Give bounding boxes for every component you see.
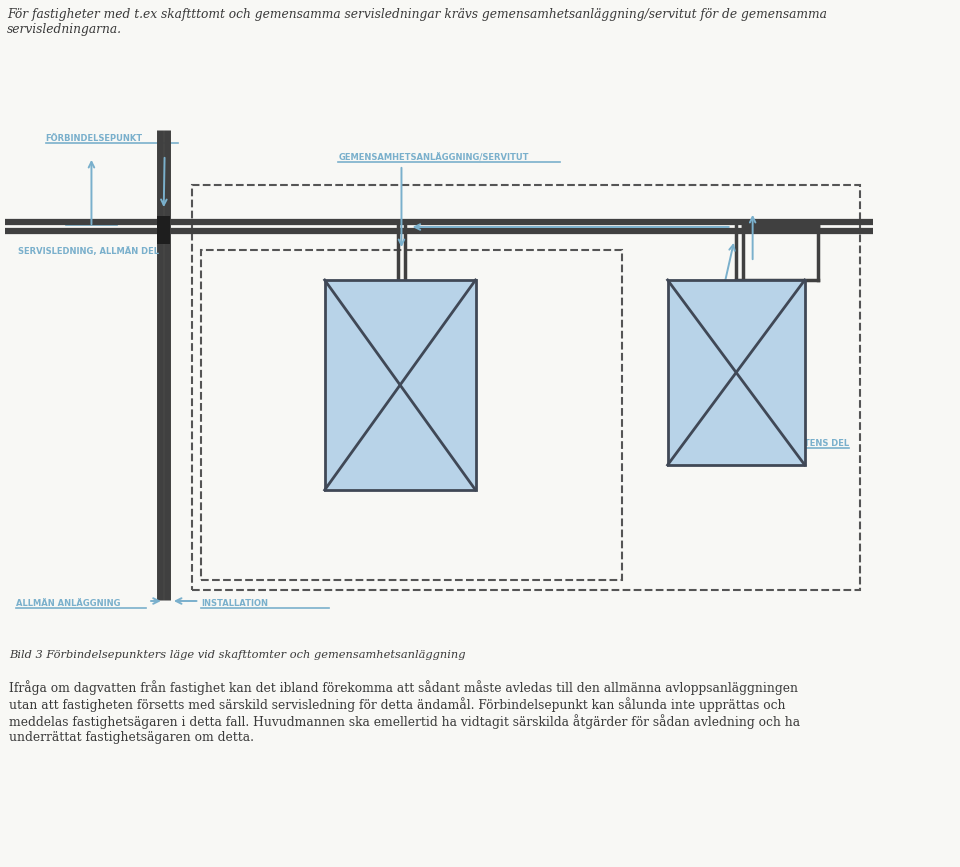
Text: Ifråga om dagvatten från fastighet kan det ibland förekomma att sådant måste avl: Ifråga om dagvatten från fastighet kan d… — [10, 680, 801, 745]
Text: För fastigheter med t.ex skaftttomt och gemensamma servisledningar krävs gemensa: För fastigheter med t.ex skaftttomt och … — [8, 8, 828, 36]
Text: GEMENSAMHETSANLÄGGNING/SERVITUT: GEMENSAMHETSANLÄGGNING/SERVITUT — [338, 153, 529, 162]
Text: Bild 3 Förbindelsepunkters läge vid skafttomter och gemensamhetsanläggning: Bild 3 Förbindelsepunkters läge vid skaf… — [10, 650, 466, 660]
Text: SERVISLEDNING, FASTIGHETENS DEL: SERVISLEDNING, FASTIGHETENS DEL — [677, 439, 849, 448]
Bar — [667, 280, 804, 465]
Bar — [157, 216, 170, 244]
Text: SERVISLEDNING, ALLMÄN DEL: SERVISLEDNING, ALLMÄN DEL — [18, 247, 159, 256]
Text: FÖRBINDELSEPUNKT: FÖRBINDELSEPUNKT — [46, 134, 143, 143]
Bar — [324, 280, 475, 490]
Bar — [192, 185, 859, 590]
Text: ALLMÄN ANLÄGGNING: ALLMÄN ANLÄGGNING — [16, 599, 121, 608]
Bar — [202, 250, 622, 580]
Text: INSTALLATION: INSTALLATION — [202, 599, 268, 608]
